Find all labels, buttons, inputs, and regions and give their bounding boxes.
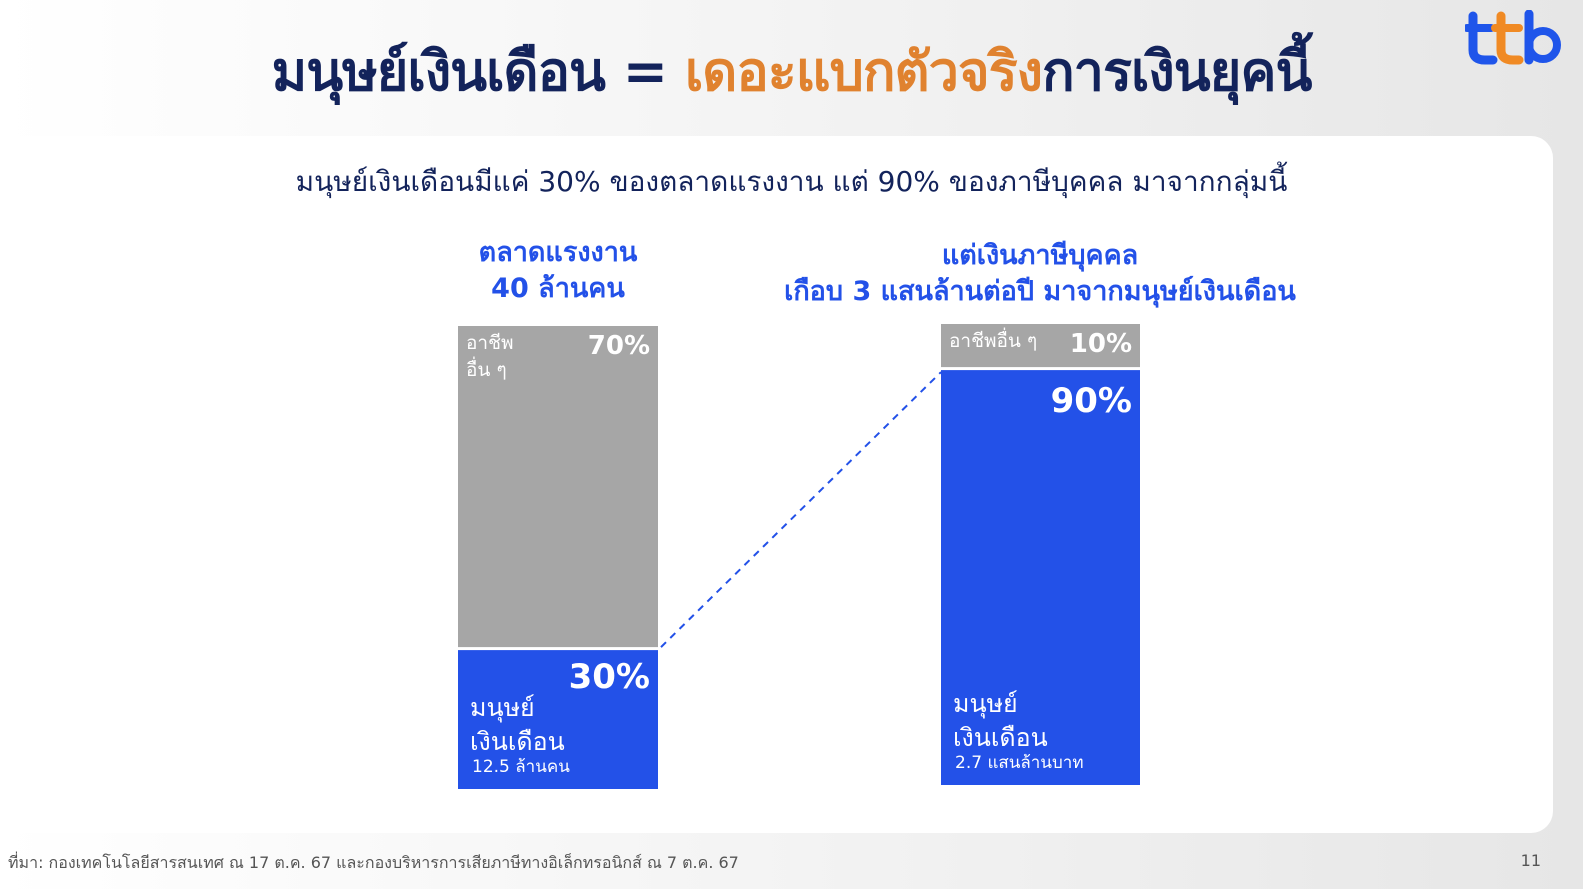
bar-segment-other-0 bbox=[458, 326, 658, 648]
left-heading-line1: ตลาดแรงงาน bbox=[478, 237, 638, 268]
title-part2: การเงินยุคนี้ bbox=[1041, 40, 1312, 103]
bar-segment-salaried-0 bbox=[458, 650, 658, 789]
content-card bbox=[0, 136, 1553, 833]
right-heading-line1: แต่เงินภาษีบุคคล bbox=[941, 240, 1139, 271]
right-heading-line2: เกือบ 3 แสนล้านต่อปี มาจากมนุษย์เงินเดือ… bbox=[784, 276, 1296, 307]
salaried-label-line1-1: มนุษย์ bbox=[953, 689, 1018, 719]
subtitle: มนุษย์เงินเดือนมีแค่ 30% ของตลาดแรงงาน แ… bbox=[295, 165, 1288, 198]
salaried-sub-label-1: 2.7 แสนล้านบาท bbox=[955, 753, 1084, 773]
source-note: ที่มา: กองเทคโนโลยีสารสนเทศ ณ 17 ต.ค. 67… bbox=[8, 853, 739, 872]
ttb-logo bbox=[1465, 10, 1561, 65]
other-label-line1-1: อาชีพอื่น ๆ bbox=[949, 327, 1037, 352]
salaried-label-line2-0: เงินเดือน bbox=[470, 727, 565, 756]
left-heading-line2: 40 ล้านคน bbox=[491, 273, 625, 304]
other-value-label-1: 10% bbox=[1070, 329, 1132, 359]
other-label-line2-0: อื่น ๆ bbox=[466, 356, 507, 381]
salaried-sub-label-0: 12.5 ล้านคน bbox=[472, 757, 570, 777]
bar-segment-salaried-1 bbox=[941, 370, 1140, 785]
title-part1: มนุษย์เงินเดือน = bbox=[271, 40, 685, 103]
salaried-label-line1-0: มนุษย์ bbox=[470, 693, 535, 723]
salaried-label-line2-1: เงินเดือน bbox=[953, 723, 1048, 752]
other-value-label-0: 70% bbox=[588, 331, 650, 361]
salaried-value-label-0: 30% bbox=[569, 657, 650, 697]
left-heading: ตลาดแรงงาน 40 ล้านคน bbox=[433, 235, 683, 307]
page-title: มนุษย์เงินเดือน = เดอะแบกตัวจริงการเงินย… bbox=[0, 28, 1583, 114]
bar-segment-other-1 bbox=[941, 324, 1140, 368]
title-accent: เดอะแบกตัวจริง bbox=[684, 40, 1043, 103]
salaried-value-label-1: 90% bbox=[1051, 381, 1132, 421]
right-heading: แต่เงินภาษีบุคคล เกือบ 3 แสนล้านต่อปี มา… bbox=[700, 238, 1380, 310]
connector-dashed-line bbox=[660, 371, 942, 648]
other-label-line1-0: อาชีพ bbox=[466, 332, 514, 354]
page-number: 11 bbox=[1520, 851, 1541, 870]
